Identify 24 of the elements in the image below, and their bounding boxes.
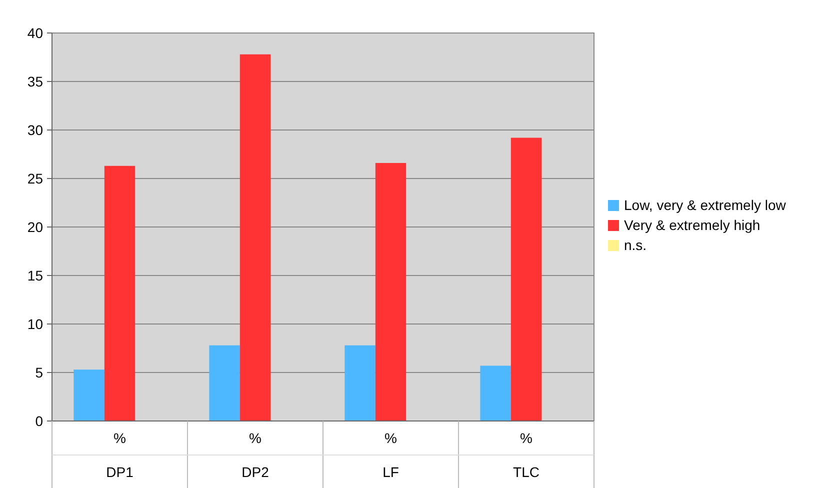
legend-label: Very & extremely high: [624, 217, 760, 233]
y-tick-label: 15: [27, 267, 44, 284]
y-tick-label: 20: [27, 218, 44, 235]
y-tick-label: 25: [27, 170, 44, 186]
y-tick-label: 0: [35, 412, 44, 429]
y-tick-label: 5: [35, 364, 44, 380]
bar: [74, 370, 104, 421]
bar: [104, 166, 136, 421]
category-label: % TLC: [513, 430, 540, 480]
bar: [209, 345, 240, 421]
y-tick-label: 30: [27, 122, 44, 138]
bar: [240, 54, 271, 421]
legend-label: n.s.: [624, 237, 647, 253]
bar: [344, 345, 376, 421]
category-label: % DP1: [106, 430, 134, 480]
bar: [375, 162, 406, 421]
category-label: % DP2: [242, 430, 269, 480]
y-tick-label: 40: [27, 24, 44, 41]
y-tick-label: 10: [27, 316, 44, 332]
legend-label: Low, very & extremely low: [624, 197, 787, 213]
bar: [480, 366, 511, 421]
bar: [510, 138, 542, 421]
category-label: % LF: [382, 430, 399, 480]
y-tick-label: 35: [27, 73, 44, 90]
